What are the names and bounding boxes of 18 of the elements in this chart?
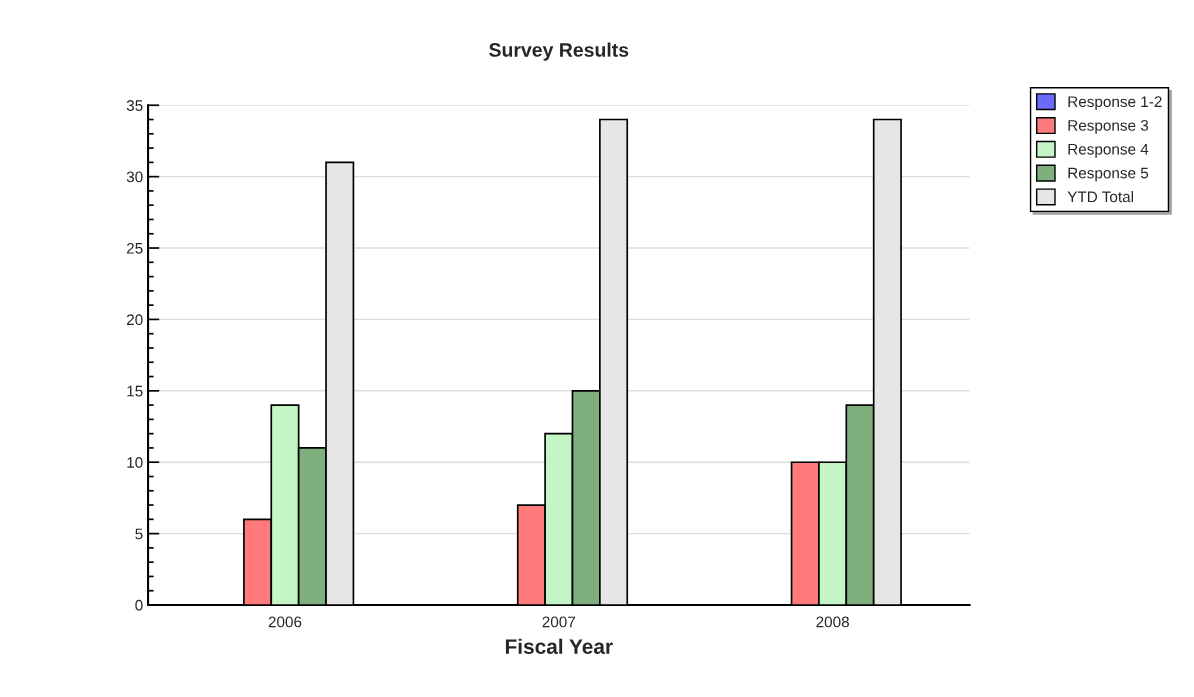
- x-tick-label: 2006: [268, 616, 302, 628]
- y-tick-label: 20: [126, 314, 143, 326]
- y-tick-label: 35: [126, 100, 143, 111]
- y-tick-label: 10: [127, 457, 143, 468]
- legend-label: Response 1-2: [1068, 96, 1162, 111]
- legend-label: Response 5: [1068, 167, 1149, 182]
- y-tick-label: 25: [126, 242, 143, 254]
- y-tick-label: 30: [126, 171, 143, 183]
- y-tick-label: 5: [135, 528, 143, 540]
- legend-label: Response 4: [1068, 143, 1149, 158]
- chart-title: Survey Results: [489, 42, 629, 61]
- y-tick-label: 15: [127, 385, 143, 397]
- x-tick-label: 2008: [816, 616, 849, 628]
- legend-label: YTD Total: [1067, 191, 1133, 203]
- y-tick-label: 0: [135, 599, 143, 611]
- legend-label: Response 3: [1068, 120, 1149, 134]
- x-tick-label: 2007: [542, 616, 576, 628]
- x-axis-title: Fiscal Year: [505, 638, 613, 654]
